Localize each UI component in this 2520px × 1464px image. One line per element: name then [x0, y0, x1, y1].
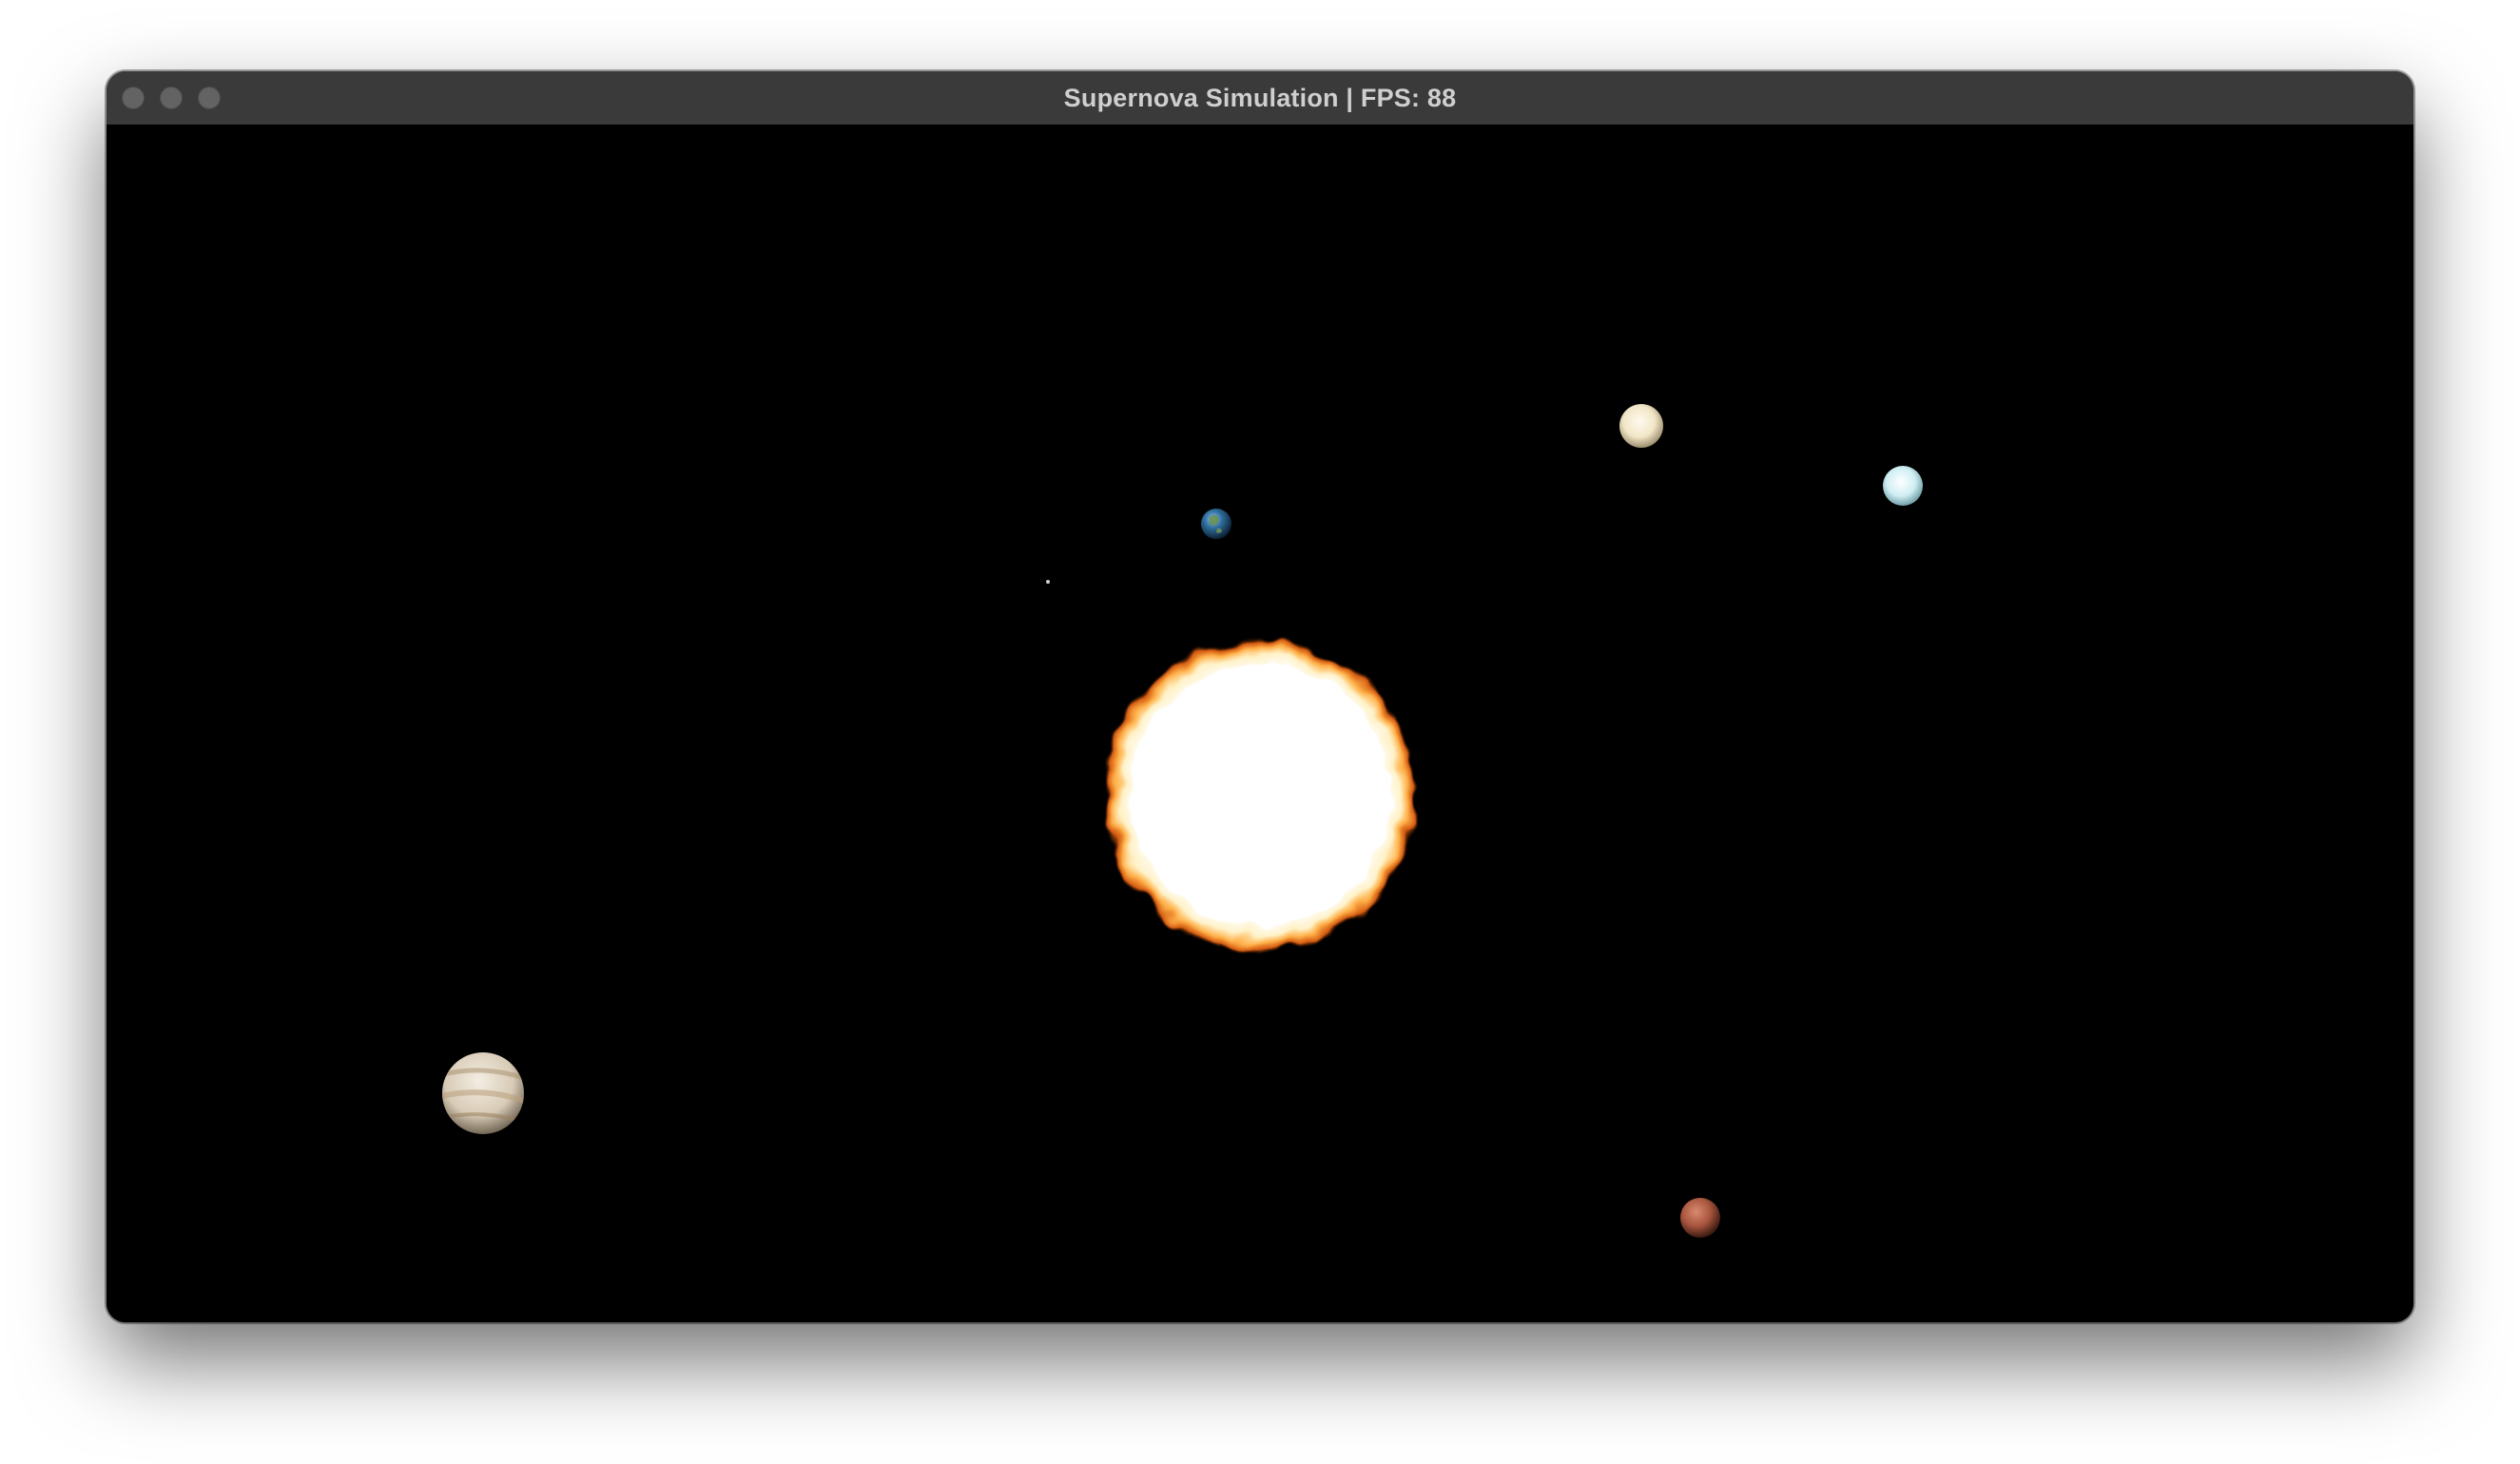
minimize-button[interactable]: [160, 87, 183, 109]
simulation-viewport[interactable]: [107, 125, 2413, 1322]
app-window: Supernova Simulation | FPS: 88: [107, 71, 2413, 1322]
window-title: Supernova Simulation | FPS: 88: [1063, 84, 1457, 112]
zoom-button[interactable]: [198, 87, 221, 109]
venus-planet-icon[interactable]: [1619, 404, 1663, 448]
supernova-star-icon[interactable]: [1102, 638, 1418, 954]
close-button[interactable]: [122, 87, 145, 109]
title-bar[interactable]: Supernova Simulation | FPS: 88: [107, 71, 2413, 125]
mercury-dot-icon[interactable]: [1046, 580, 1050, 584]
mars-planet-icon[interactable]: [1680, 1198, 1720, 1238]
earth-planet-icon[interactable]: [1201, 509, 1231, 539]
jupiter-planet-icon[interactable]: [439, 1052, 527, 1134]
uranus-planet-icon[interactable]: [1883, 466, 1923, 506]
simulation-canvas: [439, 404, 1923, 1238]
